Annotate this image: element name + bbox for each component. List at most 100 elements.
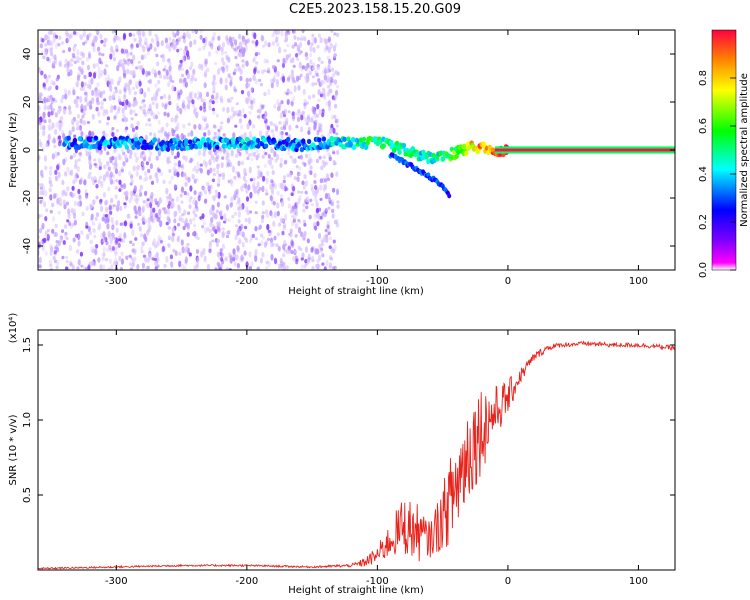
scatter-point <box>252 58 256 63</box>
scatter-point <box>240 231 244 237</box>
scatter-point <box>301 161 305 165</box>
scatter-point <box>305 196 309 203</box>
scatter-point <box>327 84 331 89</box>
scatter-point <box>95 212 100 218</box>
scatter-point <box>283 160 287 165</box>
scatter-point <box>113 115 117 120</box>
scatter-point <box>182 38 187 44</box>
scatter-point <box>277 263 281 270</box>
scatter-point <box>266 125 270 131</box>
scatter-point <box>92 245 96 250</box>
scatter-point <box>225 64 229 69</box>
scatter-point <box>128 154 132 160</box>
scatter-point <box>145 122 149 127</box>
scatter-point <box>327 193 331 200</box>
scatter-point <box>123 86 127 92</box>
y-tick-label: 40 <box>22 48 33 61</box>
scatter-point <box>252 181 256 188</box>
scatter-point <box>324 192 329 200</box>
scatter-point <box>292 30 296 34</box>
scatter-point <box>128 32 132 37</box>
scatter-point <box>44 49 48 55</box>
scatter-point <box>230 180 234 187</box>
scatter-point <box>211 100 215 105</box>
scatter-point <box>86 84 90 89</box>
scatter-point <box>130 174 134 179</box>
scatter-point <box>236 245 240 252</box>
ridge-point <box>215 144 220 150</box>
scatter-point <box>51 139 55 144</box>
scatter-point <box>154 72 158 77</box>
scatter-point <box>279 157 284 163</box>
scatter-point <box>270 213 274 218</box>
scatter-point <box>72 55 77 60</box>
scatter-point <box>159 237 163 242</box>
scatter-point <box>117 106 121 111</box>
scatter-point <box>233 211 237 217</box>
scatter-point <box>88 53 92 60</box>
scatter-point <box>133 152 137 158</box>
scatter-point <box>73 219 77 226</box>
scatter-point <box>301 65 306 70</box>
scatter-point <box>234 55 238 60</box>
scatter-point <box>68 221 72 227</box>
snr-multiplier: (x10⁴) <box>8 313 19 344</box>
scatter-point <box>312 109 316 115</box>
scatter-point <box>198 149 202 156</box>
scatter-point <box>170 117 174 123</box>
scatter-point <box>293 79 297 84</box>
scatter-point <box>287 30 291 35</box>
scatter-point <box>211 239 215 243</box>
scatter-point <box>58 196 62 204</box>
scatter-point <box>154 201 158 205</box>
scatter-point <box>173 211 177 218</box>
x-tick-label: -200 <box>236 576 259 587</box>
scatter-point <box>85 57 89 62</box>
scatter-point <box>38 118 42 126</box>
scatter-point <box>118 235 122 239</box>
scatter-point <box>243 132 247 139</box>
scatter-point <box>242 175 246 181</box>
scatter-point <box>319 123 323 128</box>
scatter-point <box>57 211 61 215</box>
scatter-point <box>248 251 252 258</box>
scatter-point <box>293 250 298 254</box>
y-tick-label: 0.5 <box>22 487 33 503</box>
scatter-point <box>268 159 272 166</box>
scatter-point <box>254 225 258 232</box>
spectrogram-scatter <box>38 30 340 270</box>
scatter-point <box>104 218 108 224</box>
scatter-point <box>120 48 124 54</box>
scatter-point <box>266 70 270 74</box>
scatter-point <box>283 48 287 53</box>
scatter-point <box>192 217 196 222</box>
scatter-point <box>183 32 187 37</box>
scatter-point <box>206 263 210 270</box>
scatter-point <box>236 229 240 236</box>
scatter-point <box>212 136 216 141</box>
scatter-point <box>292 218 296 223</box>
scatter-point <box>306 116 311 123</box>
scatter-point <box>287 76 291 81</box>
scatter-point <box>314 185 318 190</box>
y-tick-label: 0 <box>22 147 33 153</box>
scatter-point <box>134 99 138 104</box>
scatter-point <box>179 47 183 51</box>
scatter-point <box>142 204 146 211</box>
scatter-point <box>47 74 52 79</box>
scatter-point <box>255 149 259 154</box>
scatter-point <box>215 113 219 118</box>
scatter-point <box>332 44 337 52</box>
scatter-point <box>106 122 110 126</box>
scatter-point <box>181 55 185 63</box>
scatter-point <box>85 206 89 211</box>
scatter-point <box>230 196 234 200</box>
scatter-point <box>92 199 96 206</box>
scatter-point <box>177 64 182 71</box>
scatter-point <box>204 116 208 120</box>
scatter-point <box>217 221 221 228</box>
scatter-point <box>107 186 111 192</box>
scatter-point <box>148 103 152 111</box>
scatter-point <box>135 85 139 89</box>
scatter-point <box>269 210 273 217</box>
